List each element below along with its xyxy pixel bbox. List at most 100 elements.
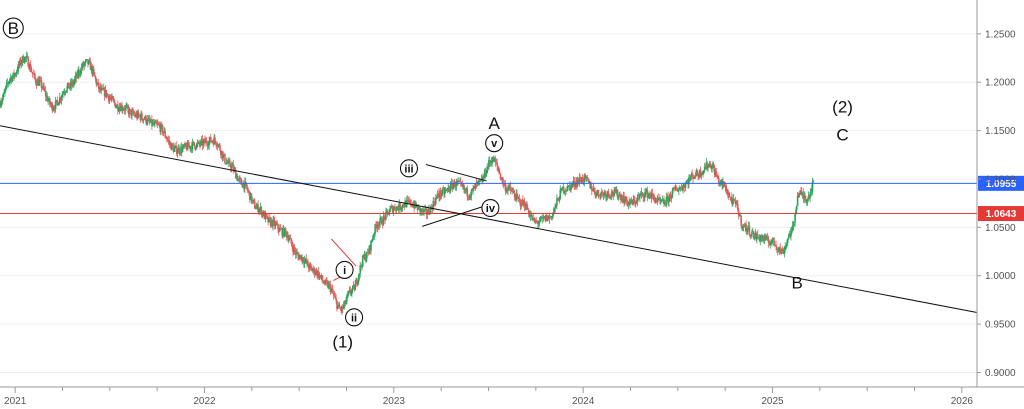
candle-body-942 [781,248,783,254]
candle-body-230 [190,146,192,149]
candle-body-913 [756,234,759,238]
candle-body-522 [432,201,435,210]
candle-body-799 [662,199,664,201]
candle-body-192 [158,124,161,126]
candle-body-753 [624,200,626,204]
candle-body-645 [534,220,537,223]
candle-body-161 [132,110,135,115]
candle-body-543 [449,183,452,191]
candle-body-205 [169,143,171,144]
candle-body-305 [252,199,254,201]
y-tick-label-0: 1.2500 [985,29,1016,40]
candle-body-784 [649,196,652,199]
candle-body-587 [486,166,489,174]
candle-body-66 [53,108,56,110]
candle-body-86 [70,82,73,86]
candle-body-22 [17,63,20,72]
candle-body-457 [378,223,381,227]
candle-body-934 [774,244,777,246]
candle-body-664 [550,216,552,218]
candle-body-117 [96,83,98,85]
candle-body-943 [781,248,784,251]
candle-body-956 [792,222,795,226]
candle-body-839 [695,170,698,177]
candle-body-837 [693,176,696,178]
candle-body-835 [692,175,694,179]
wave-label-1: (1) [332,333,353,352]
candle-body-876 [726,192,728,194]
candle-body-290 [239,178,242,181]
candle-body-938 [777,250,780,252]
candle-body-481 [398,202,401,210]
candle-body-919 [761,237,764,240]
candle-body-930 [771,240,773,243]
candle-body-3 [1,98,4,102]
candle-body-783 [649,194,651,197]
candle-body-520 [430,206,433,208]
candle-body-861 [713,168,716,176]
candle-body-116 [95,78,98,85]
candle-body-440 [364,254,366,261]
candle-body-846 [701,173,703,175]
candle-body-673 [557,198,560,201]
candle-body-653 [541,217,543,219]
candle-body-621 [514,197,517,201]
candle-body-903 [748,226,751,236]
candle-body-45 [36,80,39,86]
candle-body-581 [481,178,484,182]
candle-body-247 [204,139,206,144]
candle-body-246 [203,139,205,142]
candle-body-6 [4,90,6,93]
candle-body-380 [314,273,317,275]
candle-body-371 [307,261,309,267]
candle-body-947 [785,245,787,247]
candle-body-353 [292,246,294,252]
candle-body-442 [366,251,368,259]
candle-body-483 [400,208,402,210]
candle-body-527 [436,193,439,197]
candle-body-534 [442,189,445,190]
candle-body-486 [402,204,405,207]
candle-body-357 [295,252,298,255]
candle-body-352 [291,243,293,247]
trendline-2 [422,203,491,227]
candle-body-708 [586,177,589,180]
candle-body-57 [46,95,49,102]
candle-body-591 [489,161,492,163]
price-badge-label-current: 1.0955 [986,179,1017,190]
candle-body-109 [89,61,92,70]
candle-body-160 [131,110,134,112]
candle-body-360 [297,255,300,260]
candle-body-601 [498,169,500,172]
candle-body-125 [102,88,105,91]
candle-body-374 [309,264,312,266]
candle-body-381 [315,270,318,274]
candle-body-796 [659,200,662,202]
candle-body-197 [162,132,165,134]
candle-body-433 [358,273,361,276]
candle-body-28 [22,56,25,63]
candle-body-612 [507,188,509,192]
candle-body-300 [248,190,250,192]
candle-body-134 [110,98,113,100]
candle-body-220 [181,147,184,152]
candle-body-706 [585,175,587,179]
candle-body-869 [720,180,723,182]
candle-body-118 [97,82,99,84]
candle-body-605 [501,178,503,180]
candle-body-42 [34,73,36,79]
candle-body-922 [764,236,767,240]
candle-body-768 [636,197,639,203]
candle-body-84 [68,87,71,89]
candle-body-78 [63,92,66,94]
candle-body-473 [391,206,394,213]
candle-body-569 [471,189,474,191]
candle-body-58 [47,100,49,102]
candle-body-671 [556,198,558,206]
candle-body-208 [171,143,174,147]
candle-body-809 [670,197,673,199]
candle-body-343 [283,228,286,237]
candle-body-416 [344,300,347,304]
